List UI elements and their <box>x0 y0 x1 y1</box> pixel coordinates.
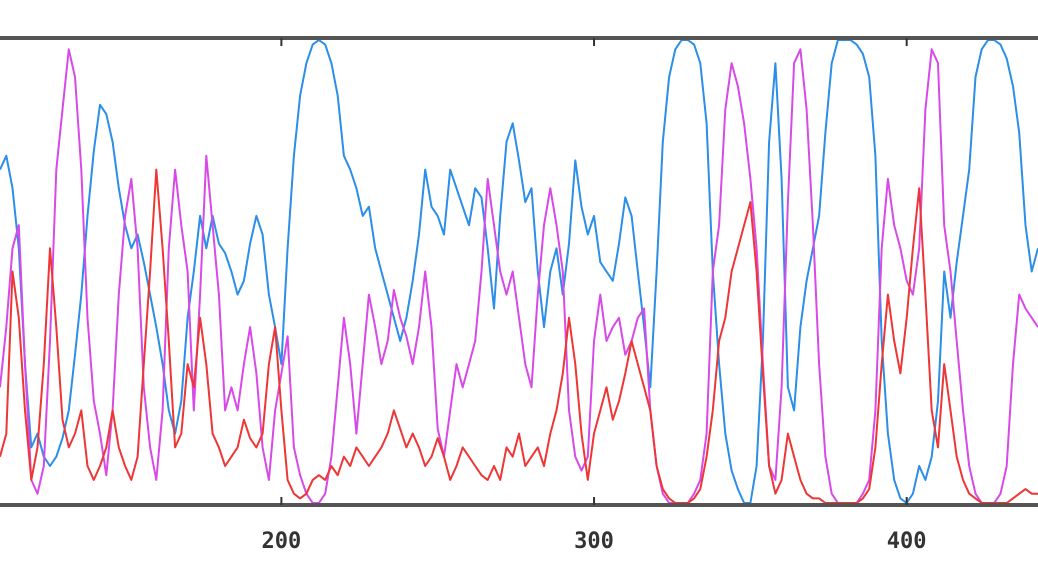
x-tick-label: 200 <box>262 529 302 554</box>
x-tick-label: 400 <box>887 529 927 554</box>
series-layer <box>0 39 1038 504</box>
x-axis: 200 300 400 <box>262 38 927 554</box>
x-tick-label: 300 <box>574 529 614 554</box>
series-line-3 <box>0 168 1038 504</box>
series-line-2 <box>0 48 1038 504</box>
